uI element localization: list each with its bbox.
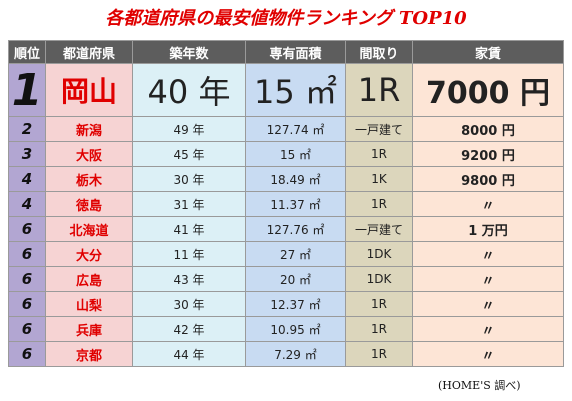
header-cell: 家賃 bbox=[412, 40, 564, 64]
table-cell: 6 bbox=[8, 216, 46, 242]
table-cell: 新潟 bbox=[45, 116, 133, 142]
table-cell: 7000 円 bbox=[412, 63, 564, 117]
table-cell: 徳島 bbox=[45, 191, 133, 217]
table-cell: 8000 円 bbox=[412, 116, 564, 142]
table-cell: 20 ㎡ bbox=[245, 266, 346, 292]
header-row: 順位 都道府県 築年数 専有面積 間取り 家賃 bbox=[8, 40, 564, 64]
table-cell: 12.37 ㎡ bbox=[245, 291, 346, 317]
table-cell: 1R bbox=[345, 291, 413, 317]
table-cell: 30 年 bbox=[132, 291, 246, 317]
table-cell: 49 年 bbox=[132, 116, 246, 142]
table-cell: 1DK bbox=[345, 266, 413, 292]
header-cell: 順位 bbox=[8, 40, 46, 64]
table-cell: 〃 bbox=[412, 291, 564, 317]
table-cell: 15 ㎡ bbox=[245, 63, 346, 117]
header-cell: 専有面積 bbox=[245, 40, 346, 64]
table-cell: 41 年 bbox=[132, 216, 246, 242]
table-cell: 18.49 ㎡ bbox=[245, 166, 346, 192]
table-cell: 27 ㎡ bbox=[245, 241, 346, 267]
table-cell: 1 万円 bbox=[412, 216, 564, 242]
table-cell: 15 ㎡ bbox=[245, 141, 346, 167]
table-cell: 山梨 bbox=[45, 291, 133, 317]
table-cell: 6 bbox=[8, 341, 46, 367]
table-cell: 11 年 bbox=[132, 241, 246, 267]
table-cell: 7.29 ㎡ bbox=[245, 341, 346, 367]
table-row: 6 広島 43 年 20 ㎡ 1DK 〃 bbox=[8, 266, 564, 292]
table-cell: 9800 円 bbox=[412, 166, 564, 192]
table-row: 4 徳島 31 年 11.37 ㎡ 1R 〃 bbox=[8, 191, 564, 217]
table-cell: 京都 bbox=[45, 341, 133, 367]
table-cell: 6 bbox=[8, 266, 46, 292]
table-cell: 〃 bbox=[412, 241, 564, 267]
table-row: 4 栃木 30 年 18.49 ㎡ 1K 9800 円 bbox=[8, 166, 564, 192]
table-cell: 127.76 ㎡ bbox=[245, 216, 346, 242]
table-cell: 一戸建て bbox=[345, 116, 413, 142]
table-cell: 北海道 bbox=[45, 216, 133, 242]
table-cell: 1 bbox=[8, 63, 46, 117]
table-cell: 3 bbox=[8, 141, 46, 167]
table-row: 6 大分 11 年 27 ㎡ 1DK 〃 bbox=[8, 241, 564, 267]
table-row: 1 岡山 40 年 15 ㎡ 1R 7000 円 bbox=[8, 63, 564, 117]
table-cell: 4 bbox=[8, 191, 46, 217]
table-cell: 10.95 ㎡ bbox=[245, 316, 346, 342]
table-cell: 6 bbox=[8, 241, 46, 267]
table-row: 3 大阪 45 年 15 ㎡ 1R 9200 円 bbox=[8, 141, 564, 167]
table-row: 6 兵庫 42 年 10.95 ㎡ 1R 〃 bbox=[8, 316, 564, 342]
table-cell: 一戸建て bbox=[345, 216, 413, 242]
table-cell: 〃 bbox=[412, 191, 564, 217]
table-cell: 40 年 bbox=[132, 63, 246, 117]
table-cell: 2 bbox=[8, 116, 46, 142]
table-cell: 1R bbox=[345, 191, 413, 217]
source-note: (HOME'S 調べ) bbox=[438, 379, 521, 392]
table-cell: 44 年 bbox=[132, 341, 246, 367]
table-cell: 1DK bbox=[345, 241, 413, 267]
table-cell: 岡山 bbox=[45, 63, 133, 117]
table-cell: 30 年 bbox=[132, 166, 246, 192]
table-cell: 〃 bbox=[412, 316, 564, 342]
table-cell: 大阪 bbox=[45, 141, 133, 167]
table-cell: 〃 bbox=[412, 341, 564, 367]
table-cell: 6 bbox=[8, 316, 46, 342]
table-cell: 大分 bbox=[45, 241, 133, 267]
table-cell: 栃木 bbox=[45, 166, 133, 192]
table-cell: 1R bbox=[345, 141, 413, 167]
table-cell: 広島 bbox=[45, 266, 133, 292]
table-cell: 45 年 bbox=[132, 141, 246, 167]
table-cell: 42 年 bbox=[132, 316, 246, 342]
table-cell: 1R bbox=[345, 316, 413, 342]
table-cell: 1R bbox=[345, 63, 413, 117]
table-cell: 兵庫 bbox=[45, 316, 133, 342]
table-cell: 1R bbox=[345, 341, 413, 367]
table-cell: 127.74 ㎡ bbox=[245, 116, 346, 142]
header-cell: 間取り bbox=[345, 40, 413, 64]
table-cell: 4 bbox=[8, 166, 46, 192]
table-cell: 〃 bbox=[412, 266, 564, 292]
table-cell: 6 bbox=[8, 291, 46, 317]
title: 各都道府県の最安値物件ランキング TOP10 bbox=[105, 8, 467, 29]
table-cell: 11.37 ㎡ bbox=[245, 191, 346, 217]
table-row: 6 京都 44 年 7.29 ㎡ 1R 〃 bbox=[8, 341, 564, 367]
header-cell: 都道府県 bbox=[45, 40, 133, 64]
table-cell: 1K bbox=[345, 166, 413, 192]
header-cell: 築年数 bbox=[132, 40, 246, 64]
table-row: 6 山梨 30 年 12.37 ㎡ 1R 〃 bbox=[8, 291, 564, 317]
table-cell: 43 年 bbox=[132, 266, 246, 292]
table-cell: 9200 円 bbox=[412, 141, 564, 167]
table-cell: 31 年 bbox=[132, 191, 246, 217]
